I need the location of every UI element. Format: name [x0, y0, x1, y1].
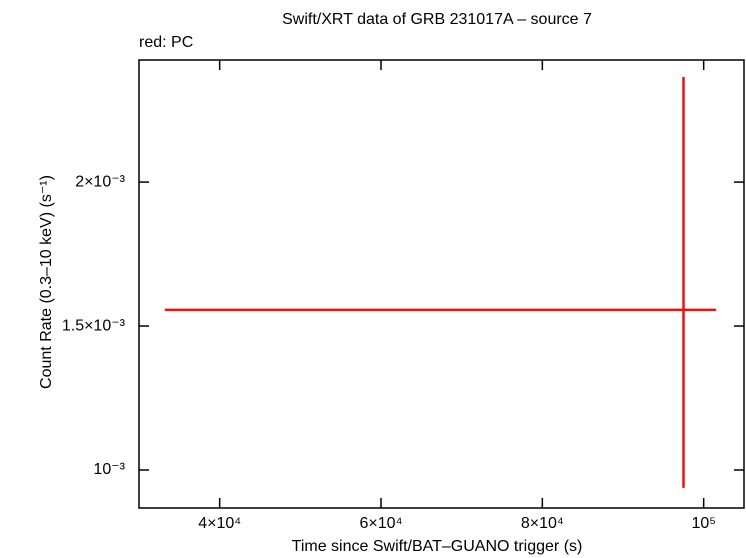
- y-tick-label: 10⁻³: [93, 461, 125, 478]
- x-axis-label: Time since Swift/BAT–GUANO trigger (s): [292, 538, 583, 555]
- chart-title: Swift/XRT data of GRB 231017A – source 7: [282, 11, 592, 28]
- y-axis-label: Count Rate (0.3–10 keV) (s⁻¹): [38, 175, 55, 389]
- x-tick-label: 6×10⁴: [360, 515, 403, 532]
- x-tick-label: 10⁵: [691, 515, 715, 532]
- y-tick-label: 2×10⁻³: [75, 173, 125, 190]
- x-tick-label: 8×10⁴: [521, 515, 564, 532]
- y-tick-label: 1.5×10⁻³: [62, 317, 126, 334]
- plot-frame: [138, 59, 745, 509]
- annotation: red: PC: [139, 34, 193, 51]
- x-tick-label: 4×10⁴: [198, 515, 241, 532]
